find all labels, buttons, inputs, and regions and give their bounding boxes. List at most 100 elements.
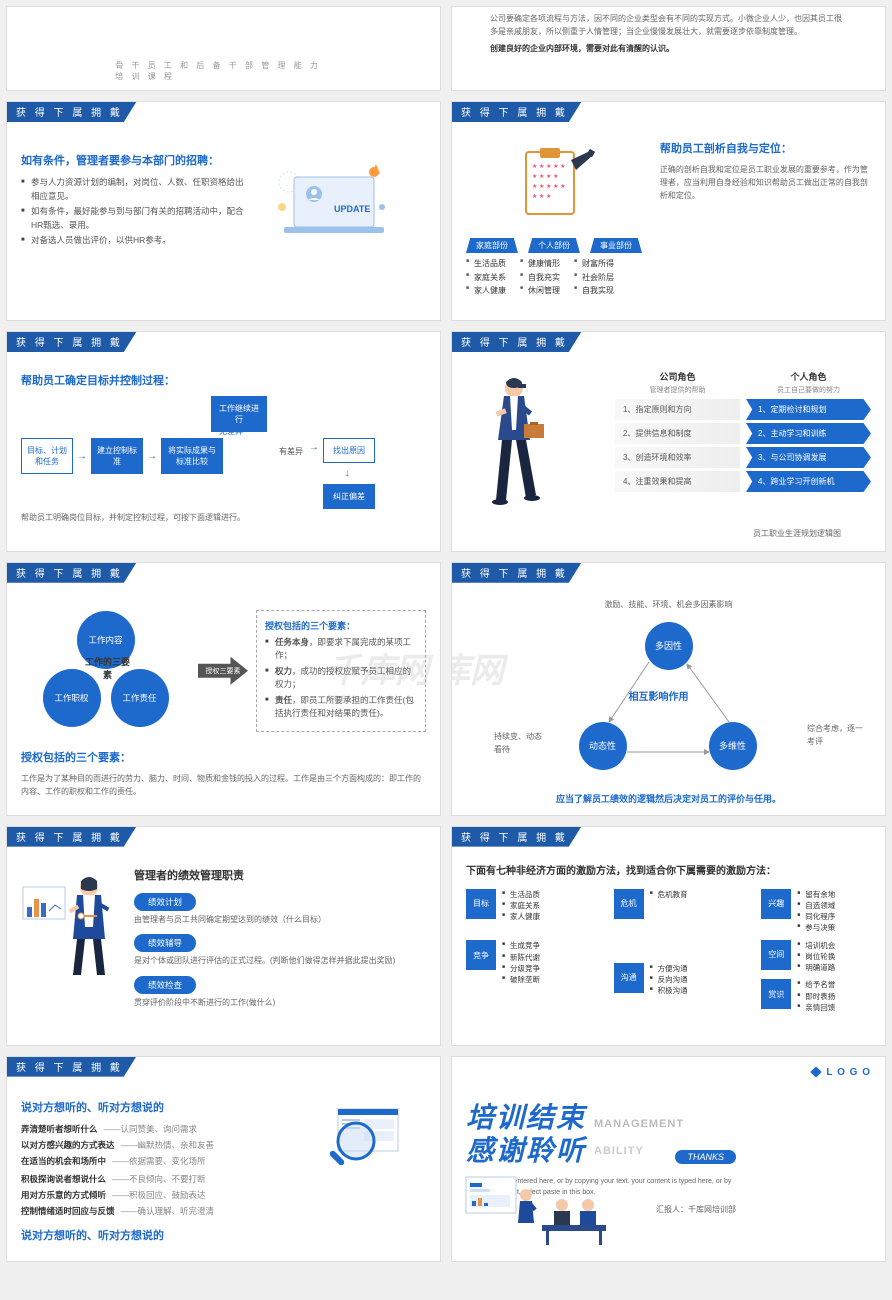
flow-node: 目标、计划和任务 [21, 438, 73, 474]
list-item: 危机教育 [650, 889, 688, 900]
slide-6: 获 得 下 属 拥 戴 [451, 331, 886, 552]
s11-h1: 说对方想听的、听对方想说的 [21, 1099, 298, 1115]
step-pill: 绩效辅导 [134, 934, 196, 952]
triangle-cycle: 多因性 动态性 多维性 相互影响作用 [559, 622, 779, 782]
slide-4: 获 得 下 属 拥 戴 ★ ★ ★ ★ ★ ★ ★ ★ ★ ★ ★ ★ ★ ★ … [451, 101, 886, 321]
list-item: 亲情回馈 [797, 1002, 835, 1013]
laptop-illustration: UPDATE [254, 152, 404, 254]
inc-box: 沟通 [614, 963, 644, 993]
slide5-foot: 帮助员工明确岗位目标，并制定控制过程，可按下面逻辑进行。 [21, 512, 426, 525]
list-item: 权力，成功的授权应赋予员工相应的权力； [265, 665, 417, 692]
list-item: 社会阶层 [574, 271, 614, 285]
list-item: 反向沟通 [650, 974, 688, 985]
svg-text:★ ★ ★: ★ ★ ★ [532, 193, 551, 200]
slide-12-ending: L O G O 培训结束 MANAGEMENT 感谢聆听 ABILITY THA… [451, 1056, 886, 1262]
list-item: 家庭关系 [466, 271, 506, 285]
section-tab: 获 得 下 属 拥 戴 [451, 101, 582, 122]
list-item: 对备选人员做出评价，以供HR参考。 [21, 234, 244, 248]
inc-box: 赏识 [761, 979, 791, 1009]
end-l2: 感谢聆听 [466, 1134, 586, 1168]
magnify-illustration [316, 1099, 426, 1251]
big-arrow: 授权三要素 [198, 657, 248, 685]
role-item: 2、提供信息和制度 [615, 423, 740, 444]
slide8-foot: 应当了解员工绩效的逻辑然后决定对员工的评价与任用。 [466, 792, 871, 805]
list-item: 生活品质 [466, 257, 506, 271]
slide-5: 获 得 下 属 拥 戴 帮助员工确定目标并控制过程： 目标、计划和任务 → 建立… [6, 331, 441, 552]
category-tabs: 家庭部份 个人部份 事业部份 [466, 238, 646, 253]
list-item: 同化程序 [797, 911, 835, 922]
slide5-title: 帮助员工确定目标并控制过程： [21, 372, 426, 388]
slide-10: 获 得 下 属 拥 戴 下面有七种非经济方面的激励方法，找到适合你下属需要的激励… [451, 826, 886, 1046]
section-tab: 获 得 下 属 拥 戴 [451, 562, 582, 583]
slide8-top: 激励、技能、环境、机会多因素影响 [466, 599, 871, 612]
listen-row: 在适当的机会和场所中——依据需要、变化场所 [21, 1155, 298, 1167]
slide10-title: 下面有七种非经济方面的激励方法，找到适合你下属需要的激励方法： [466, 865, 871, 879]
arrow-icon: → [77, 451, 87, 462]
section-tab: 获 得 下 属 拥 戴 [451, 826, 582, 847]
slide4-title: 帮助员工剖析自我与定位： [660, 140, 871, 156]
list-item: 责任，即员工所要承担的工作责任(包括执行责任和对结果的责任)。 [265, 694, 417, 721]
clipboard-illustration: ★ ★ ★ ★ ★ ★ ★ ★ ★ ★ ★ ★ ★ ★ ★ ★ ★ [466, 140, 646, 232]
inc-box: 危机 [614, 889, 644, 919]
tri-label: 持续变、动态看待 [494, 731, 548, 757]
list-item: 财富所得 [574, 257, 614, 271]
role-item: 3、与公司协调发展 [746, 447, 871, 468]
slide3-list: 参与人力资源计划的编制，对岗位、人数、任职资格给出相应意见。 如有条件，最好能参… [21, 176, 244, 248]
list-item: 方便沟通 [650, 963, 688, 974]
svg-text:UPDATE: UPDATE [334, 204, 370, 214]
list-item: 新陈代谢 [502, 952, 540, 963]
inc-item: 赏识给予名誉即时表扬亲情回馈 [761, 979, 886, 1013]
section-tab: 获 得 下 属 拥 戴 [6, 101, 137, 122]
slide-3: 获 得 下 属 拥 戴 如有条件，管理者要参与本部门的招聘： 参与人力资源计划的… [6, 101, 441, 321]
col-head: 个人角色 [746, 370, 871, 383]
roles-table: 公司角色 管理者提供的帮助 1、指定原则和方向 2、提供信息和制度 3、创造环境… [571, 370, 871, 522]
end-ab: ABILITY [594, 1145, 644, 1157]
list-item: 即时表扬 [797, 991, 835, 1002]
section-tab: 获 得 下 属 拥 戴 [6, 562, 137, 583]
svg-text:★ ★ ★ ★ ★: ★ ★ ★ ★ ★ [532, 183, 566, 190]
box-title: 授权包括的三个要素： [265, 619, 417, 632]
step-desc: 贯穿评价阶段中不断进行的工作(做什么) [134, 997, 426, 1010]
list-item: 参与人力资源计划的编制，对岗位、人数、任职资格给出相应意见。 [21, 176, 244, 203]
section-tab: 获 得 下 属 拥 戴 [451, 331, 582, 352]
slide1-footer: 骨 干 员 工 和 后 备 干 部 管 理 能 力 培 训 课 程 [115, 60, 332, 82]
businessman-illustration [466, 370, 561, 522]
slide4-desc: 正确的剖析自我和定位是员工职业发展的重要参考，作为管理者，应当利用自身经验和知识… [660, 164, 871, 202]
col-head: 公司角色 [615, 370, 740, 383]
arrow-icon: → [236, 419, 247, 429]
section-tab: 获 得 下 属 拥 戴 [6, 331, 137, 352]
list-item: 家人健康 [466, 284, 506, 298]
listen-row: 弄清楚听者想听什么——认同赞美、询问需求 [21, 1123, 298, 1135]
list-item: 岗位轮换 [797, 951, 835, 962]
flow-node: 找出原因 [323, 438, 375, 463]
list-item: 家人健康 [502, 911, 540, 922]
list-item: 生成竞争 [502, 940, 540, 951]
watermark: 千库网 [451, 643, 504, 692]
list-item: 生活品质 [502, 889, 540, 900]
inc-box: 空间 [761, 940, 791, 970]
step-desc: 是对个体或团队进行评估的正式过程。(判断他们做得怎样并据此提出奖励) [134, 955, 426, 968]
s11-h2: 说对方想听的、听对方想说的 [21, 1227, 298, 1243]
cat-tab: 家庭部份 [466, 238, 518, 253]
step-pill: 绩效检查 [134, 976, 196, 994]
list-item: 健康情形 [520, 257, 560, 271]
list-item: 自我实现 [574, 284, 614, 298]
inc-item: 空间培训机会岗位轮换明确道路 [761, 940, 886, 974]
arrow-icon: → [343, 469, 354, 479]
role-item: 1、指定原则和方向 [615, 399, 740, 420]
listen-row: 以对方感兴趣的方式表达——幽默热情、亲和友善 [21, 1139, 298, 1151]
section-tab: 获 得 下 属 拥 戴 [6, 826, 137, 847]
list-item: 分级竞争 [502, 963, 540, 974]
slide-1: 骨 干 员 工 和 后 备 干 部 管 理 能 力 培 训 课 程 [6, 6, 441, 91]
list-item: 培训机会 [797, 940, 835, 951]
list-item: 参与决策 [797, 922, 835, 933]
end-mgmt: MANAGEMENT [594, 1118, 684, 1130]
slide2-point: 创建良好的企业内部环境，需要对此有清醒的认识。 [466, 43, 871, 56]
inc-box: 目标 [466, 889, 496, 919]
step-desc: 由管理者与员工共同确定期望达到的绩效（什么目标） [134, 914, 426, 927]
foot-h: 授权包括的三个要素： [21, 749, 426, 765]
meeting-illustration [462, 1173, 612, 1255]
slide-9: 获 得 下 属 拥 戴 [6, 826, 441, 1046]
inc-box: 竞争 [466, 940, 496, 970]
slide3-title: 如有条件，管理者要参与本部门的招聘： [21, 152, 244, 168]
